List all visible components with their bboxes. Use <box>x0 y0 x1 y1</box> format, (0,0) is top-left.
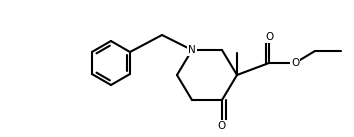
Text: O: O <box>218 121 226 131</box>
Text: N: N <box>188 45 196 55</box>
Text: O: O <box>265 32 273 42</box>
Text: O: O <box>291 58 299 68</box>
